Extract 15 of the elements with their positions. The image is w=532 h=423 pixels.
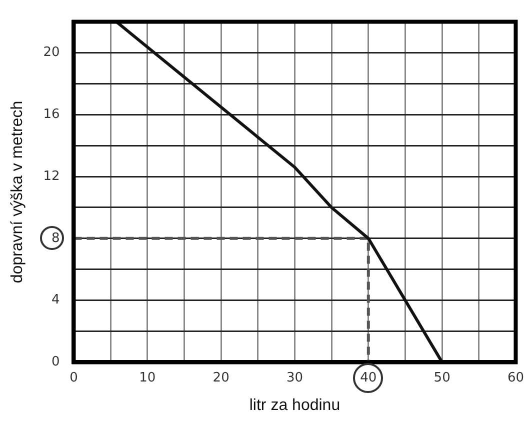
y-tick-label: 8 xyxy=(51,230,60,246)
y-tick-label: 0 xyxy=(51,354,60,370)
y-tick-label: 16 xyxy=(43,107,60,122)
x-tick-label: 0 xyxy=(70,370,78,386)
y-tick-label: 12 xyxy=(43,168,60,184)
x-tick-label: 40 xyxy=(360,370,377,386)
x-tick-label: 30 xyxy=(286,370,304,386)
y-axis-title: dopravní výška v metrech xyxy=(9,100,26,284)
x-tick-label: 60 xyxy=(507,370,524,386)
y-tick-label: 4 xyxy=(51,292,60,308)
x-axis-title: litr za hodinu xyxy=(249,396,340,414)
y-tick-label: 20 xyxy=(43,45,60,60)
x-tick-label: 50 xyxy=(434,370,450,386)
x-tick-label: 10 xyxy=(139,370,156,386)
x-tick-label: 20 xyxy=(212,370,230,386)
